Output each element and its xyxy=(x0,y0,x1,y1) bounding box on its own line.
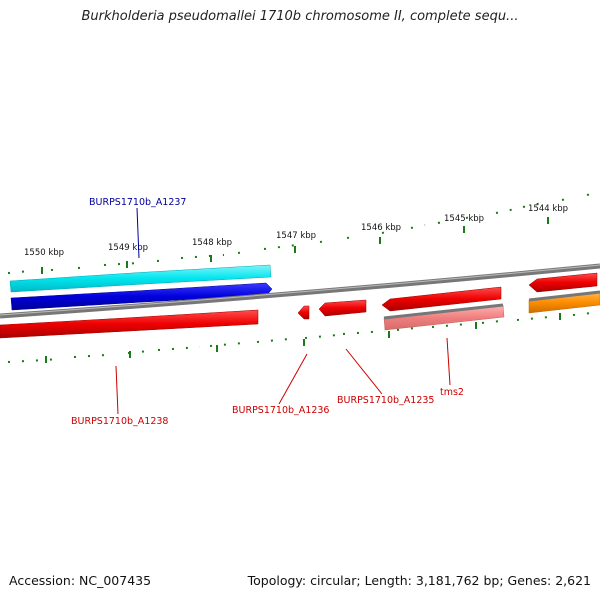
gene-burps1710b-a1237[interactable] xyxy=(9,264,272,293)
scale-label-1550: 1550 kbp xyxy=(24,248,64,258)
scale-label-1545: 1545 kbp xyxy=(444,214,484,224)
scale-label-1547: 1547 kbp xyxy=(276,231,316,241)
gene-burps1710b-a1236[interactable] xyxy=(297,305,310,320)
inner-tick-track xyxy=(7,311,600,363)
scale-label-1544: 1544 kbp xyxy=(528,204,568,214)
gene-burps1710b-a1235[interactable] xyxy=(318,299,367,317)
gene-label-tms2: tms2 xyxy=(440,387,464,398)
gene-label-a1235: BURPS1710b_A1235 xyxy=(337,395,434,406)
gene-burps1710b-a1238[interactable] xyxy=(0,309,259,339)
map-title: Burkholderia pseudomallei 1710b chromoso… xyxy=(81,9,519,24)
label-leaders xyxy=(115,207,451,415)
outer-tick-track xyxy=(7,191,600,274)
gene-right-reverse[interactable] xyxy=(528,272,598,293)
gene-label-a1236: BURPS1710b_A1236 xyxy=(232,405,329,416)
scale-label-1549: 1549 kbp xyxy=(108,243,148,253)
genome-backbone xyxy=(0,263,600,319)
topology-text: Topology: circular; Length: 3,181,762 bp… xyxy=(247,573,591,588)
accession-text: Accession: NC_007435 xyxy=(9,573,152,588)
gene-label-a1237: BURPS1710b_A1237 xyxy=(89,197,186,208)
gene-label-a1238: BURPS1710b_A1238 xyxy=(71,416,168,427)
gene-burps1710b-a1235-upper[interactable] xyxy=(381,286,502,312)
scale-label-1548: 1548 kbp xyxy=(192,238,232,248)
scale-labels: 1550 kbp 1549 kbp 1548 kbp 1547 kbp 1546… xyxy=(24,204,568,258)
gene-labels: BURPS1710b_A1237 BURPS1710b_A1238 BURPS1… xyxy=(71,197,464,427)
gene-burps1710b-a1237-cds[interactable] xyxy=(10,282,273,311)
scale-label-1546: 1546 kbp xyxy=(361,223,401,233)
